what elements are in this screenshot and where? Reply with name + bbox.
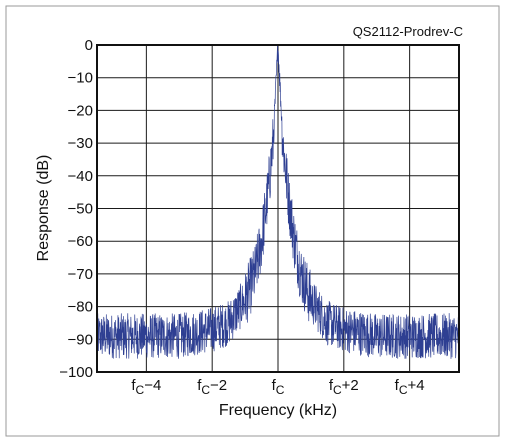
x-tick-labels: fC−4 fC−2 fC fC+2 fC+4 [131, 377, 424, 397]
y-tick-label: −30 [68, 135, 93, 152]
y-tick-label: −60 [68, 233, 93, 250]
x-tick-label: fC−4 [131, 377, 161, 397]
y-tick-label: −50 [68, 201, 93, 218]
y-tick-label: −20 [68, 102, 93, 119]
spectrum-trace [96, 45, 460, 359]
plot-area-border [96, 44, 460, 373]
y-tick-label: −70 [68, 266, 93, 283]
x-tick-label: fC+2 [329, 377, 359, 397]
y-tick-label: −40 [68, 168, 93, 185]
x-axis-title: Frequency (kHz) [219, 402, 337, 419]
y-tick-label: −10 [68, 70, 93, 87]
y-tick-label: −100 [59, 364, 93, 381]
y-axis-title: Response (dB) [35, 155, 52, 262]
figure-id: QS2112-Prodrev-C [353, 24, 463, 39]
y-tick-labels: 0 −10 −20 −30 −40 −50 −60 −70 −80 −90 −100 [59, 37, 93, 381]
x-tick-label: fC−2 [197, 377, 227, 397]
y-tick-label: −80 [68, 299, 93, 316]
y-tick-label: 0 [85, 37, 93, 54]
x-tick-label: fC+4 [395, 377, 425, 397]
spectrum-series-line [96, 45, 460, 359]
x-tick-label: fC [272, 377, 285, 397]
y-tick-label: −90 [68, 331, 93, 348]
